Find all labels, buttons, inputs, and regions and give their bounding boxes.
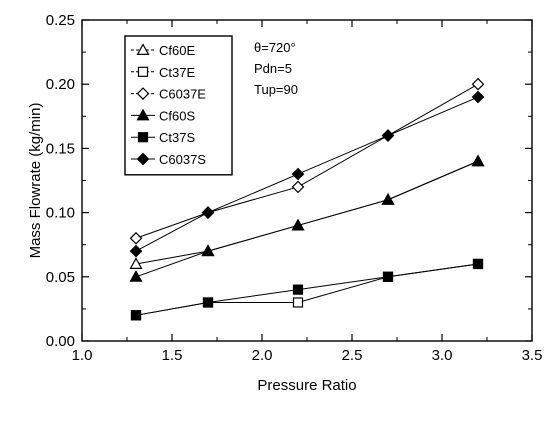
data-point <box>291 167 305 181</box>
data-point <box>129 244 143 258</box>
x-tick-label: 3.0 <box>432 347 453 364</box>
y-tick-label: 0.20 <box>46 76 75 93</box>
plot-area <box>81 19 533 342</box>
legend-box <box>124 35 233 176</box>
legend-entry: Cf60E <box>131 43 195 58</box>
legend-entry: Ct37E <box>131 65 195 80</box>
legend-marker <box>136 87 150 100</box>
data-point <box>291 218 305 231</box>
data-point <box>129 270 143 282</box>
legend-label: C6037S <box>159 152 206 167</box>
data-point <box>381 193 395 205</box>
annotation-text: Tup=90 <box>254 82 298 97</box>
data-point <box>472 258 484 270</box>
x-tick-label: 2.5 <box>342 347 363 364</box>
series-ct37s <box>130 258 484 321</box>
legend-entry: C6037S <box>131 152 206 167</box>
data-point <box>292 297 304 308</box>
axis-ticks: 1.0 1.5 2.0 2.5 3.0 3.5 0.00 0.05 0.10 0.15 0.20 0.… <box>46 12 543 364</box>
data-point <box>130 310 142 321</box>
series-cf60s <box>129 154 485 282</box>
x-tick-label: 1.5 <box>162 347 183 364</box>
y-tick-label: 0.10 <box>46 205 75 222</box>
data-point <box>291 180 305 194</box>
y-tick-label: 0.05 <box>46 269 75 286</box>
data-point <box>129 231 143 245</box>
legend-entry: C6037E <box>131 87 206 102</box>
data-point <box>471 90 485 104</box>
series-c6037s <box>129 90 485 258</box>
legend-entry: Ct37S <box>131 130 195 145</box>
data-point <box>201 206 215 219</box>
annotation-text: θ=720° <box>254 40 296 55</box>
legend-label: C6037E <box>159 87 206 102</box>
data-point <box>381 129 395 142</box>
legend-marker <box>136 43 150 56</box>
legend-marker <box>136 152 150 166</box>
legend-entry: Cf60S <box>131 108 195 123</box>
y-tick-label: 0.25 <box>46 12 75 29</box>
annotations: θ=720° Pdn=5 Tup=90 <box>254 40 298 97</box>
y-tick-label: 0.15 <box>46 140 75 157</box>
legend-label: Ct37S <box>159 130 195 145</box>
data-point <box>129 257 143 269</box>
x-tick-label: 3.5 <box>522 347 543 364</box>
data-point <box>202 297 214 308</box>
x-axis-label: Pressure Ratio <box>257 377 356 394</box>
data-point <box>471 77 485 91</box>
data-point <box>292 284 304 295</box>
series-line <box>135 160 479 265</box>
legend-label: Cf60E <box>159 43 195 58</box>
x-tick-label: 1.0 <box>72 347 93 364</box>
legend-label: Ct37E <box>159 65 195 80</box>
legend-marker <box>137 132 149 143</box>
legend: Cf60E Ct37E C6037E Cf60S Ct37S C6037S <box>124 35 233 176</box>
series-line <box>135 160 479 278</box>
data-point <box>201 244 215 257</box>
y-axis-label: Mass Flowrate (kg/min) <box>27 103 44 259</box>
data-point <box>471 154 485 167</box>
legend-marker <box>137 66 149 77</box>
legend-label: Cf60S <box>159 108 195 123</box>
x-tick-label: 2.0 <box>252 347 273 364</box>
series-line <box>135 263 479 316</box>
series-ct37e <box>130 258 484 321</box>
y-tick-label: 0.00 <box>46 333 75 350</box>
annotation-text: Pdn=5 <box>254 61 292 76</box>
data-point <box>382 271 394 282</box>
legend-marker <box>136 108 150 121</box>
